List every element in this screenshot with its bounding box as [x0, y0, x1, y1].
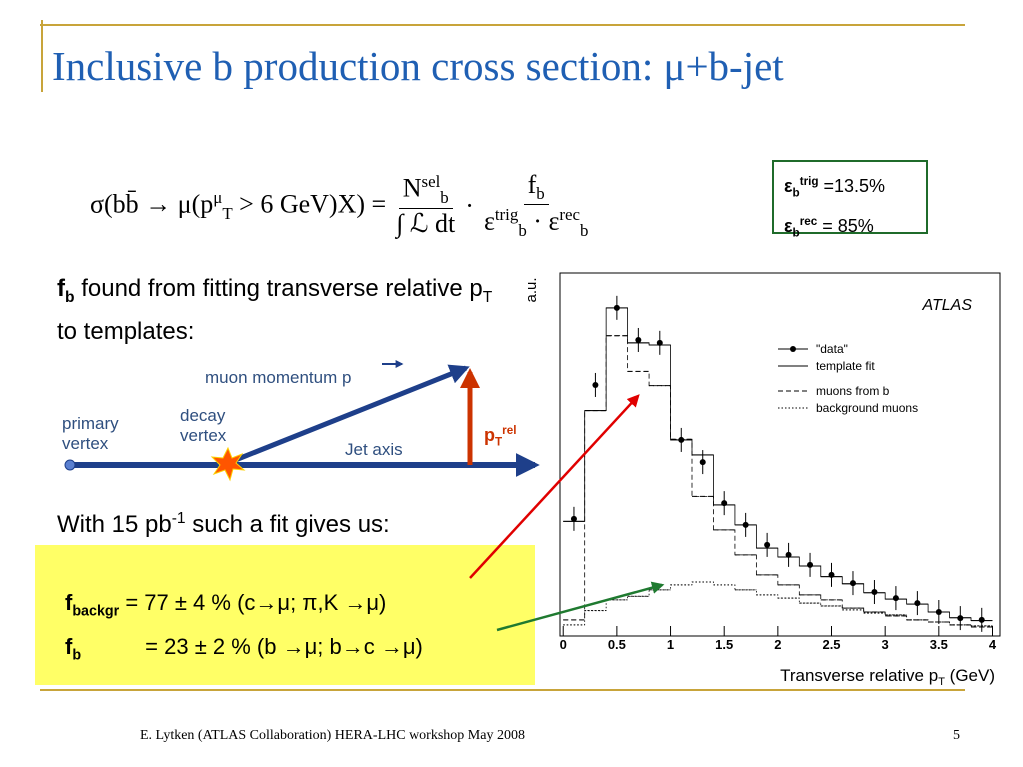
x-tick-label: 1.5 — [715, 637, 733, 652]
data-point — [849, 580, 856, 587]
data-point — [592, 381, 599, 388]
legend-label: background muons — [816, 401, 918, 415]
muon-label: muon momentum p — [205, 368, 352, 387]
legend-label: muons from b — [816, 384, 890, 398]
results: fbackgr = 77 ± 4 % (c→μ; π,K →μ) fb = 23… — [65, 590, 423, 664]
prel-label: pTrel — [484, 424, 517, 449]
decay-label: decay vertex — [180, 406, 227, 445]
data-point — [656, 339, 663, 346]
efficiency-box: εbtrig =13.5% εbrec = 85% — [772, 160, 928, 239]
legend-label: template fit — [816, 359, 875, 373]
plot-frame — [559, 272, 1001, 637]
page-number: 5 — [953, 728, 960, 743]
primary-label: primary vertex — [62, 414, 119, 453]
legend-label: "data" — [816, 342, 848, 356]
x-label-part: Transverse relative p — [780, 666, 938, 685]
x-tick-label: 3 — [882, 637, 889, 652]
x-label-part: (GeV) — [945, 666, 995, 685]
x-tick-label: 2.5 — [822, 637, 840, 652]
x-tick-label: 1 — [667, 637, 674, 652]
data-point — [785, 551, 792, 558]
y-axis-label: a.u. — [523, 277, 540, 302]
x-tick-label: 0 — [560, 637, 567, 652]
slide-title: Inclusive b production cross section: μ+… — [52, 43, 784, 89]
data-point — [871, 589, 878, 596]
x-label-part: T — [938, 676, 945, 688]
x-tick-label: 4 — [989, 637, 997, 652]
x-tick-label: 3.5 — [930, 637, 948, 652]
jet-label: Jet axis — [345, 440, 403, 459]
data-point — [978, 616, 985, 623]
hist-connector — [563, 307, 993, 621]
legend-marker — [790, 346, 796, 352]
result-box — [35, 545, 535, 685]
x-tick-label: 2 — [774, 637, 781, 652]
intro-text: fb found from fitting transverse relativ… — [57, 275, 493, 345]
x-tick-label: 0.5 — [608, 637, 626, 652]
annotation: ATLAS — [922, 297, 973, 314]
formula: σ(bb̄ → μ(pμT > 6 GeV)X) = Nselb ∫ ℒ dt ·… — [90, 170, 589, 241]
x-axis-label: Transverse relative pT (GeV) — [780, 666, 995, 688]
data-point — [764, 541, 771, 548]
chart: 0 0.5 1 1.5 2 2.5 3 3.5 4 a.u. ATLAS Transverse rel… — [523, 272, 1001, 688]
data-point — [570, 515, 577, 522]
fit-text: With 15 pb-1 such a fit gives us: — [57, 510, 390, 538]
data-point — [699, 459, 706, 466]
hist-connector — [563, 581, 993, 627]
footer: E. Lytken (ATLAS Collaboration) HERA-LHC… — [140, 728, 525, 743]
data-point — [635, 336, 642, 343]
